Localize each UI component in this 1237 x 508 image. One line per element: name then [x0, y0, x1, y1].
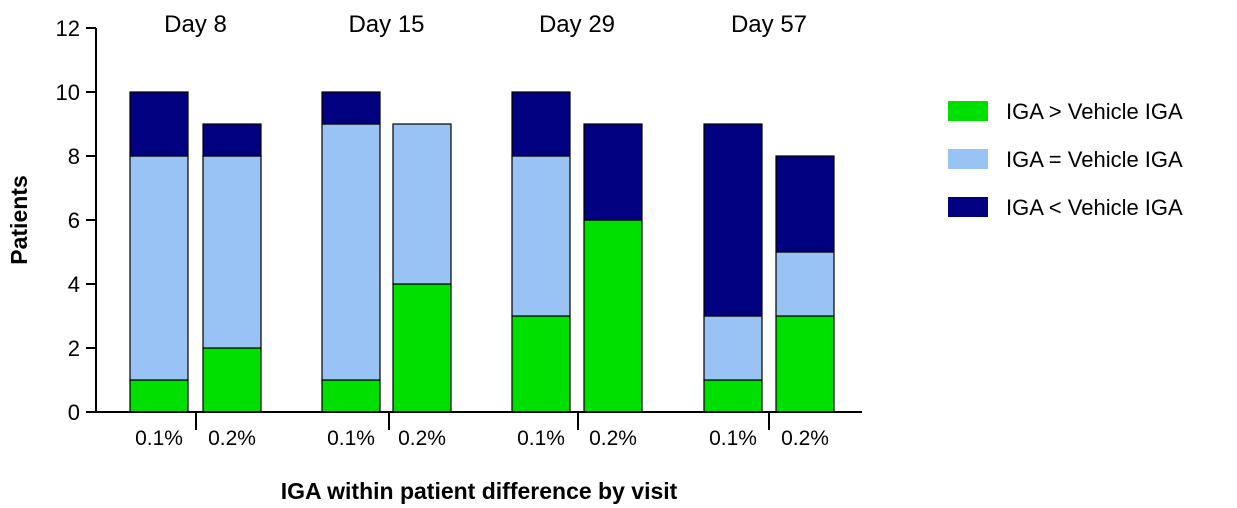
- bar-segment-3-series-3: [321, 91, 381, 125]
- group-labels-layer: Day 8 Day 15 Day 29 Day 57: [164, 11, 807, 38]
- bar-segment-3-series-1: [321, 379, 381, 413]
- bar-segment-2-series-2: [202, 155, 262, 349]
- bar-segment-7-series-3: [703, 123, 763, 317]
- y-ticks-layer: 0 2 4 6 8 10 12: [56, 16, 96, 425]
- x-category-label: 0.2%: [781, 427, 829, 450]
- x-category-label: 0.1%: [517, 427, 565, 450]
- group-label: Day 29: [539, 11, 615, 38]
- group-label: Day 8: [164, 11, 227, 38]
- bar-segment-8-series-1: [775, 315, 835, 413]
- y-tick-label: 6: [68, 208, 80, 233]
- bar-segment-1-series-3: [129, 91, 189, 157]
- y-tick-label: 4: [68, 272, 80, 297]
- legend-label: IGA = Vehicle IGA: [1006, 147, 1183, 172]
- bar-segment-5-series-1: [511, 315, 571, 413]
- y-tick-label: 10: [56, 80, 80, 105]
- x-category-label: 0.1%: [327, 427, 375, 450]
- x-category-label: 0.1%: [709, 427, 757, 450]
- bar-segment-6-series-3: [583, 123, 643, 221]
- group-label: Day 57: [731, 11, 807, 38]
- bar-segment-8-series-3: [775, 155, 835, 253]
- group-label: Day 15: [348, 11, 424, 38]
- y-tick-label: 0: [68, 400, 80, 425]
- bar-segment-2-series-1: [202, 347, 262, 413]
- x-category-label: 0.2%: [208, 427, 256, 450]
- x-category-label: 0.2%: [398, 427, 446, 450]
- bar-segment-6-series-1: [583, 219, 643, 413]
- bars-layer: [129, 91, 835, 413]
- bar-segment-4-series-2: [392, 123, 452, 285]
- legend: IGA > Vehicle IGA IGA = Vehicle IGA IGA < …: [948, 99, 1183, 220]
- legend-swatch: [948, 197, 988, 217]
- legend-swatch: [948, 149, 988, 169]
- bar-segment-3-series-2: [321, 123, 381, 381]
- legend-label: IGA > Vehicle IGA: [1006, 99, 1183, 124]
- x-axis-title: IGA within patient difference by visit: [281, 478, 678, 504]
- bar-segment-7-series-1: [703, 379, 763, 413]
- bar-segment-1-series-1: [129, 379, 189, 413]
- y-axis-title: Patients: [6, 175, 32, 264]
- legend-label: IGA < Vehicle IGA: [1006, 195, 1183, 220]
- bar-segment-5-series-2: [511, 155, 571, 317]
- bar-segment-5-series-3: [511, 91, 571, 157]
- bar-segment-8-series-2: [775, 251, 835, 317]
- x-category-label: 0.2%: [589, 427, 637, 450]
- y-tick-label: 8: [68, 144, 80, 169]
- x-categories-layer: 0.1% 0.2% 0.1% 0.2% 0.1% 0.2% 0.1% 0.2%: [135, 412, 829, 450]
- bar-segment-2-series-3: [202, 123, 262, 157]
- legend-swatch: [948, 101, 988, 121]
- bar-segment-7-series-2: [703, 315, 763, 381]
- bar-segment-4-series-1: [392, 283, 452, 413]
- x-category-label: 0.1%: [135, 427, 183, 450]
- bar-segment-1-series-2: [129, 155, 189, 381]
- y-tick-label: 2: [68, 336, 80, 361]
- y-tick-label: 12: [56, 16, 80, 41]
